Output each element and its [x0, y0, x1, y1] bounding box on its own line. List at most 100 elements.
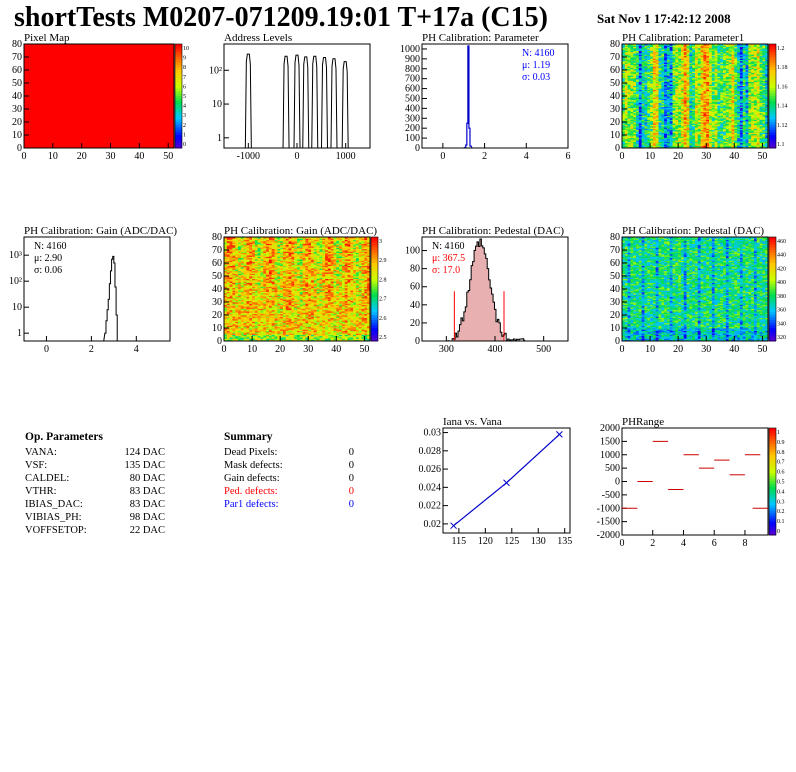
heatmap-cell: [647, 111, 651, 114]
heatmap-cell: [661, 129, 665, 132]
heatmap-cell: [680, 137, 685, 140]
heatmap-cell: [697, 128, 702, 131]
heatmap-cell: [686, 141, 690, 144]
heatmap-cell: [636, 45, 640, 47]
heatmap-cell: [700, 81, 704, 84]
heatmap-cell: [689, 132, 693, 135]
heatmap-cell: [661, 63, 665, 66]
heatmap-cell: [638, 120, 643, 123]
heatmap-cell: [683, 129, 687, 132]
heatmap-cell: [723, 135, 727, 137]
heatmap-cell: [624, 101, 629, 103]
heatmap-cell: [695, 96, 699, 98]
heatmap-cell: [655, 92, 659, 94]
heatmap-cell: [658, 109, 662, 111]
heatmap-cell: [720, 55, 724, 58]
heatmap-cell: [697, 93, 702, 96]
heatmap-cell: [633, 93, 637, 96]
heatmap-cell: [689, 76, 693, 79]
heatmap-cell: [692, 84, 696, 86]
heatmap-cell: [731, 131, 735, 133]
heatmap-cell: [650, 51, 654, 54]
colorbar-cell: [175, 145, 182, 149]
heatmap-cell: [686, 99, 690, 102]
heatmap-cell: [630, 54, 634, 57]
heatmap-cell: [731, 51, 735, 54]
heatmap-cell: [627, 142, 631, 145]
heatmap-cell: [725, 103, 730, 106]
heatmap-cell: [658, 50, 662, 53]
heatmap-cell: [703, 136, 707, 138]
heatmap-cell: [664, 123, 668, 125]
heatmap-cell: [703, 111, 707, 114]
heatmap-cell: [731, 49, 735, 51]
heatmap-cell: [622, 45, 626, 47]
heatmap-cell: [706, 47, 710, 50]
heatmap-cell: [737, 71, 741, 73]
heatmap-cell: [717, 109, 721, 111]
heatmap-cell: [697, 129, 702, 132]
heatmap-cell: [641, 144, 645, 146]
heatmap-cell: [633, 46, 637, 49]
heatmap-cell: [695, 132, 699, 135]
heatmap-cell: [695, 53, 699, 55]
heatmap-cell: [672, 137, 676, 140]
heatmap-cell: [737, 53, 741, 55]
heatmap-cell: [627, 119, 631, 122]
heatmap-cell: [686, 122, 690, 124]
heatmap-cell: [622, 112, 626, 115]
heatmap-cell: [672, 97, 676, 99]
heatmap-cell: [709, 55, 713, 58]
heatmap-cell: [669, 109, 673, 111]
heatmap-cell: [669, 89, 673, 92]
heatmap-cell: [622, 47, 626, 50]
heatmap-cell: [720, 53, 724, 55]
heatmap-cell: [703, 76, 707, 79]
heatmap-cell: [731, 124, 735, 127]
x-tick-label: 20: [673, 151, 683, 162]
heatmap-cell: [669, 131, 673, 133]
heatmap-cell: [680, 46, 685, 49]
heatmap-cell: [666, 125, 671, 128]
heatmap-cell: [630, 107, 634, 110]
heatmap-cell: [700, 80, 704, 83]
heatmap-cell: [680, 102, 685, 105]
heatmap-cell: [711, 145, 716, 148]
heatmap-cell: [647, 140, 651, 142]
heatmap-cell: [641, 97, 645, 99]
heatmap-cell: [695, 77, 699, 80]
heatmap-cell: [728, 75, 732, 77]
heatmap-cell: [686, 89, 690, 92]
heatmap-cell: [652, 112, 657, 115]
heatmap-cell: [692, 81, 696, 84]
heatmap-cell: [703, 119, 707, 122]
heatmap-cell: [695, 55, 699, 58]
heatmap-cell: [695, 89, 699, 92]
heatmap-cell: [672, 136, 676, 138]
heatmap-cell: [658, 98, 662, 101]
heatmap-cell: [652, 66, 657, 68]
heatmap-cell: [624, 86, 629, 89]
heatmap-cell: [630, 60, 634, 63]
heatmap-cell: [737, 99, 741, 102]
heatmap-cell: [686, 142, 690, 145]
heatmap-cell: [638, 88, 643, 90]
heatmap-cell: [720, 90, 724, 93]
heatmap-cell: [709, 79, 713, 81]
heatmap-cell: [655, 81, 659, 84]
heatmap-cell: [692, 96, 696, 98]
heatmap-cell: [689, 120, 693, 123]
heatmap-cell: [706, 99, 710, 102]
heatmap-cell: [624, 49, 629, 51]
heatmap-cell: [675, 122, 679, 124]
heatmap-cell: [709, 92, 713, 94]
heatmap-cell: [669, 123, 673, 125]
heatmap-cell: [723, 114, 727, 116]
heatmap-cell: [703, 44, 707, 46]
heatmap-cell: [661, 81, 665, 84]
heatmap-cell: [742, 129, 746, 132]
heatmap-cell: [624, 140, 629, 142]
heatmap-cell: [669, 98, 673, 101]
heatmap-cell: [622, 57, 626, 59]
heatmap-cell: [692, 135, 696, 137]
